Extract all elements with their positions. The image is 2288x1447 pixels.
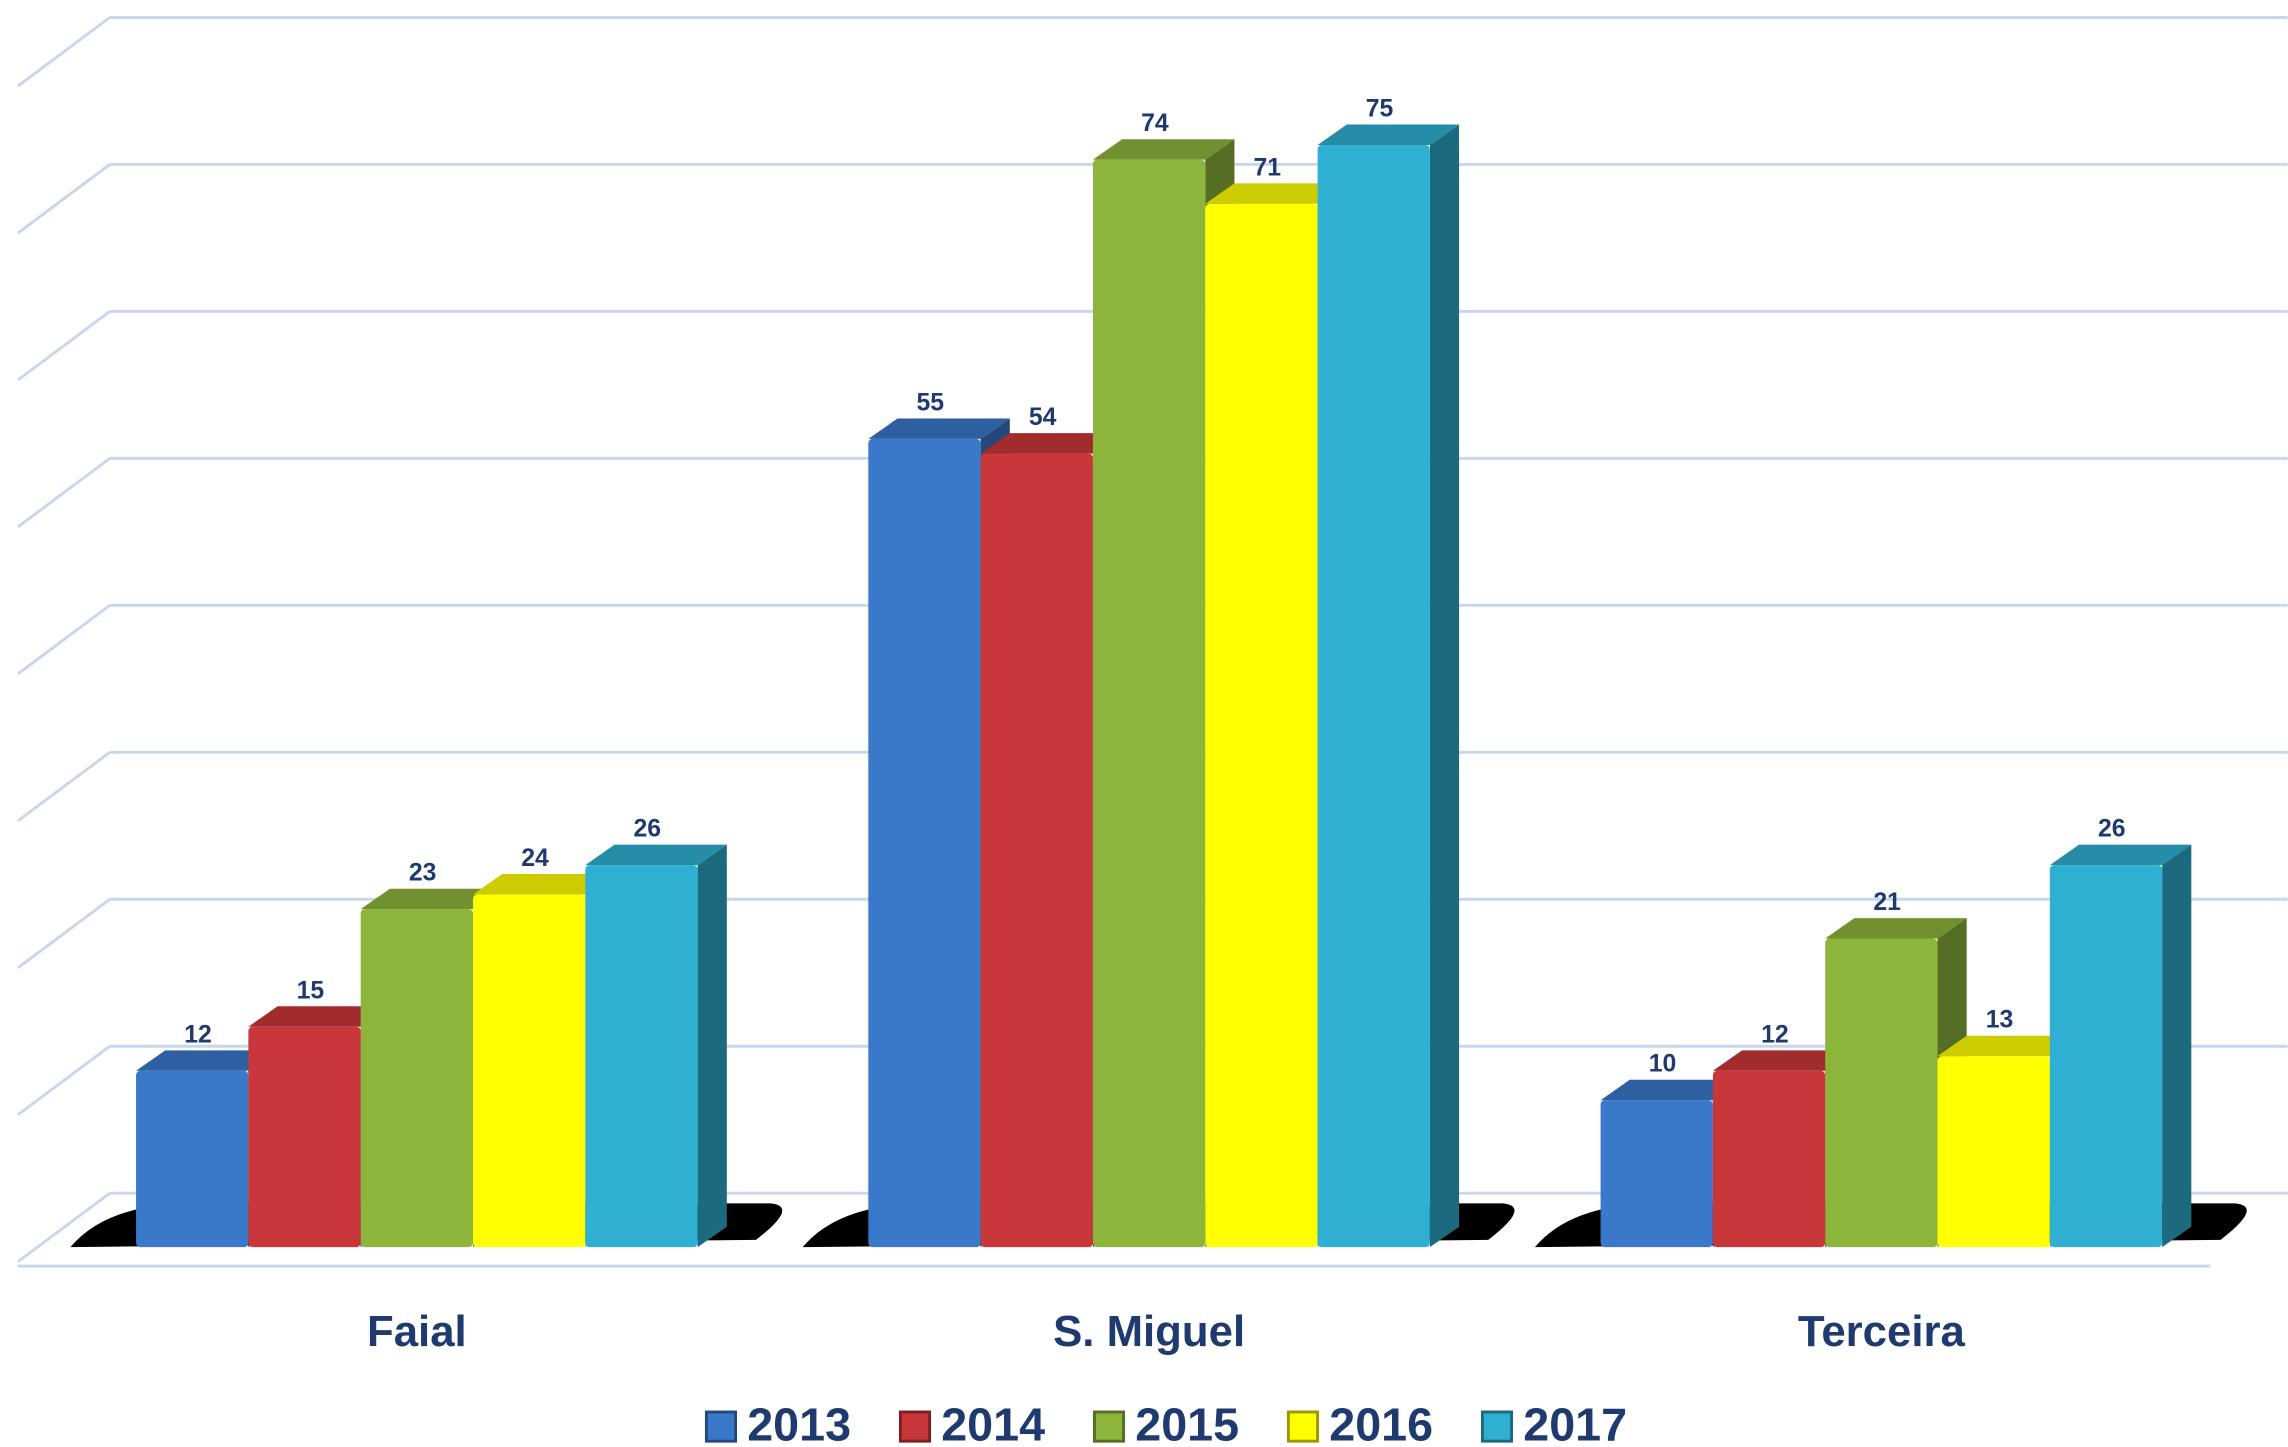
bar (2049, 865, 2163, 1248)
grid-line (17, 604, 111, 676)
bar-top (136, 1050, 278, 1071)
grid-line (17, 457, 111, 529)
data-label: 10 (1649, 1051, 1677, 1078)
bar-side (697, 844, 727, 1248)
legend-label: 2017 (1523, 1398, 1627, 1447)
legend-label: 2014 (941, 1398, 1045, 1447)
bar-top (1205, 183, 1347, 204)
legend-label: 2016 (1329, 1398, 1433, 1447)
bar-top (585, 844, 727, 866)
legend-swatch (1092, 1410, 1126, 1443)
bar-top (1600, 1079, 1743, 1101)
bar (1825, 938, 1938, 1248)
bar-top (868, 418, 1010, 439)
grid-line (17, 1045, 111, 1116)
data-label: 74 (1141, 110, 1169, 137)
data-label: 26 (634, 816, 662, 843)
x-tick-label: S. Miguel (1053, 1307, 1245, 1356)
data-label: 23 (409, 860, 437, 887)
bar (585, 865, 698, 1248)
data-label: 21 (1873, 889, 1901, 916)
bar-side (1429, 124, 1460, 1248)
bar-top (1712, 1050, 1855, 1071)
bar (1205, 203, 1318, 1248)
bar-top (1825, 918, 1967, 939)
data-label: 12 (1761, 1021, 1789, 1048)
bar-top (473, 874, 615, 895)
data-label: 24 (521, 845, 549, 872)
bar (1600, 1100, 1713, 1248)
data-label: 71 (1253, 154, 1281, 181)
bar-top (980, 433, 1123, 454)
grid-line (17, 751, 111, 823)
data-label: 55 (917, 389, 945, 416)
bar-top (2049, 844, 2192, 866)
bar (1092, 159, 1206, 1248)
bar (1712, 1070, 1826, 1248)
bar-top (1092, 139, 1235, 160)
data-label: 15 (297, 977, 325, 1004)
legend-swatch (1480, 1410, 1514, 1443)
bar-top (1317, 124, 1460, 145)
bar-side (2162, 844, 2192, 1248)
bar (136, 1070, 249, 1248)
legend-swatch (898, 1410, 932, 1443)
bar (1937, 1056, 2050, 1248)
bar-top (1937, 1035, 2080, 1057)
data-label: 75 (1366, 95, 1394, 122)
bar (1317, 144, 1430, 1248)
data-label: 12 (184, 1021, 212, 1048)
bar (868, 438, 981, 1248)
bar-top (360, 888, 503, 910)
grid-line (17, 310, 111, 382)
bar (248, 1026, 361, 1248)
bar-top (248, 1006, 390, 1027)
legend-swatch (704, 1410, 738, 1443)
grid-line (17, 16, 111, 88)
grid-line (17, 163, 111, 235)
bar (473, 894, 586, 1248)
legend-label: 2013 (747, 1398, 851, 1447)
grid-line (17, 898, 111, 969)
x-tick-label: Faial (367, 1307, 467, 1356)
grid-line (17, 1192, 111, 1263)
bar (980, 453, 1093, 1248)
legend-swatch (1286, 1410, 1320, 1443)
x-tick-label: Terceira (1798, 1307, 1966, 1356)
bar (360, 909, 474, 1248)
legend-label: 2015 (1135, 1398, 1239, 1447)
data-label: 54 (1029, 404, 1057, 431)
data-label: 13 (1986, 1007, 2014, 1034)
data-label: 26 (2098, 816, 2126, 843)
